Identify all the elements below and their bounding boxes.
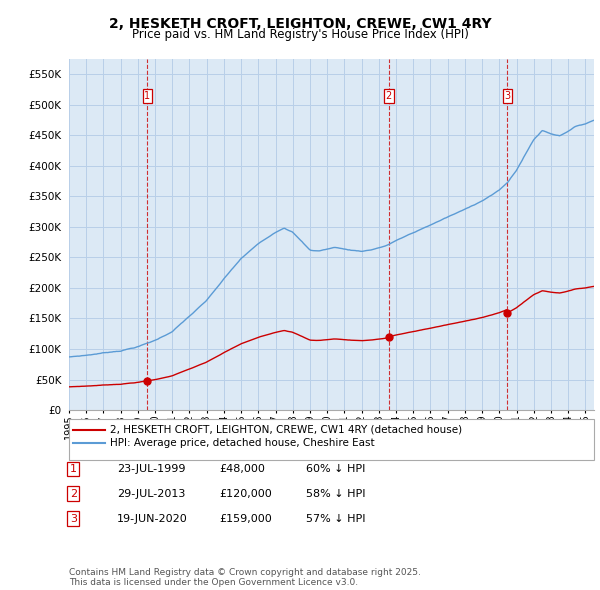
Text: HPI: Average price, detached house, Cheshire East: HPI: Average price, detached house, Ches… bbox=[110, 438, 374, 447]
Text: £48,000: £48,000 bbox=[219, 464, 265, 474]
Text: 2: 2 bbox=[70, 489, 77, 499]
Text: 2, HESKETH CROFT, LEIGHTON, CREWE, CW1 4RY (detached house): 2, HESKETH CROFT, LEIGHTON, CREWE, CW1 4… bbox=[110, 425, 462, 434]
Text: Price paid vs. HM Land Registry's House Price Index (HPI): Price paid vs. HM Land Registry's House … bbox=[131, 28, 469, 41]
Text: 3: 3 bbox=[70, 514, 77, 523]
Text: 3: 3 bbox=[505, 91, 511, 101]
Text: £159,000: £159,000 bbox=[219, 514, 272, 523]
Text: HPI: Average price, detached house, Cheshire East: HPI: Average price, detached house, Ches… bbox=[110, 438, 374, 447]
Text: 2: 2 bbox=[386, 91, 392, 101]
Text: 2, HESKETH CROFT, LEIGHTON, CREWE, CW1 4RY (detached house): 2, HESKETH CROFT, LEIGHTON, CREWE, CW1 4… bbox=[110, 425, 462, 434]
Text: £120,000: £120,000 bbox=[219, 489, 272, 499]
Text: Contains HM Land Registry data © Crown copyright and database right 2025.
This d: Contains HM Land Registry data © Crown c… bbox=[69, 568, 421, 587]
Text: 58% ↓ HPI: 58% ↓ HPI bbox=[306, 489, 365, 499]
Text: 57% ↓ HPI: 57% ↓ HPI bbox=[306, 514, 365, 523]
Text: 60% ↓ HPI: 60% ↓ HPI bbox=[306, 464, 365, 474]
Text: 2, HESKETH CROFT, LEIGHTON, CREWE, CW1 4RY: 2, HESKETH CROFT, LEIGHTON, CREWE, CW1 4… bbox=[109, 17, 491, 31]
Text: 1: 1 bbox=[145, 91, 151, 101]
Text: 1: 1 bbox=[70, 464, 77, 474]
Text: 23-JUL-1999: 23-JUL-1999 bbox=[117, 464, 185, 474]
Text: 29-JUL-2013: 29-JUL-2013 bbox=[117, 489, 185, 499]
Text: 19-JUN-2020: 19-JUN-2020 bbox=[117, 514, 188, 523]
